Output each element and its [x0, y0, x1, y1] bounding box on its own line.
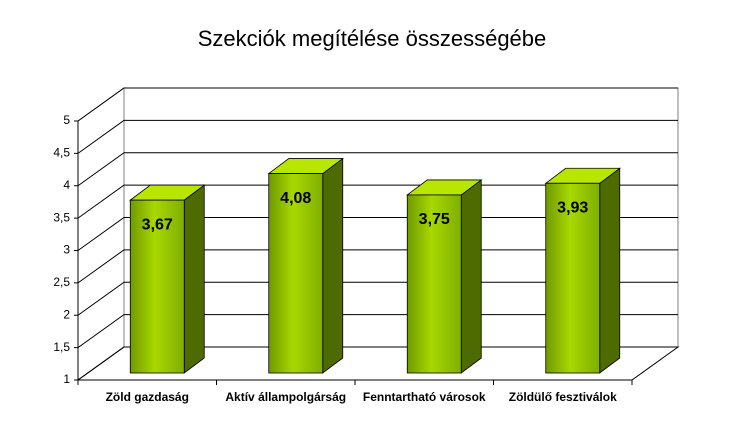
bar [129, 199, 185, 374]
chart-title: Szekciók megítélése összességébe [198, 26, 547, 51]
bar [545, 182, 601, 374]
bar [268, 173, 324, 374]
y-tick-label: 2,5 [53, 275, 70, 289]
bar-side [183, 184, 205, 374]
bar-side [460, 179, 482, 374]
y-tick-label: 4 [63, 178, 70, 192]
y-tick-label: 5 [63, 113, 70, 127]
grid-line [77, 217, 678, 251]
grid-line [77, 314, 678, 349]
y-tick-label: 2 [63, 307, 70, 321]
bar-side [322, 157, 344, 374]
x-tick-label: Fenntartható városok [363, 390, 486, 404]
x-tick-label: Zöld gazdaság [106, 390, 189, 404]
grid-line [77, 184, 678, 219]
bar [406, 194, 462, 374]
bar-side [599, 167, 621, 374]
grid-line [77, 87, 678, 122]
value-label: 3,93 [557, 200, 588, 217]
value-label: 4,08 [280, 190, 311, 207]
value-label: 3,75 [419, 211, 450, 228]
y-tick-label: 1 [63, 372, 70, 386]
grid-line [77, 152, 678, 187]
x-tick-label: Zöldülő fesztiválok [509, 390, 617, 404]
y-tick-label: 4,5 [53, 146, 70, 160]
grid-line [77, 346, 678, 381]
grid-line [77, 249, 678, 284]
grid-line [77, 281, 678, 316]
y-tick-label: 1,5 [53, 340, 70, 354]
grid-line [77, 119, 678, 154]
x-tick-label: Aktív állampolgárság [225, 390, 346, 404]
y-tick-label: 3,5 [53, 210, 70, 224]
y-tick-label: 3 [63, 243, 70, 257]
value-label: 3,67 [142, 216, 173, 233]
